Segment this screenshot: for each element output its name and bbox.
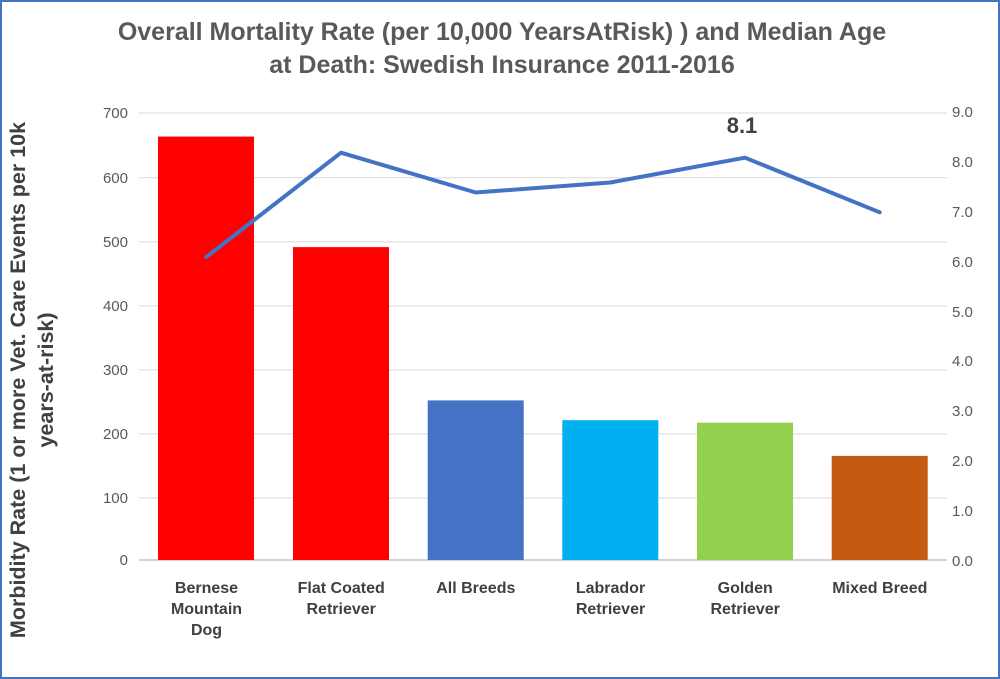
svg-text:8.1: 8.1 [727,113,758,138]
